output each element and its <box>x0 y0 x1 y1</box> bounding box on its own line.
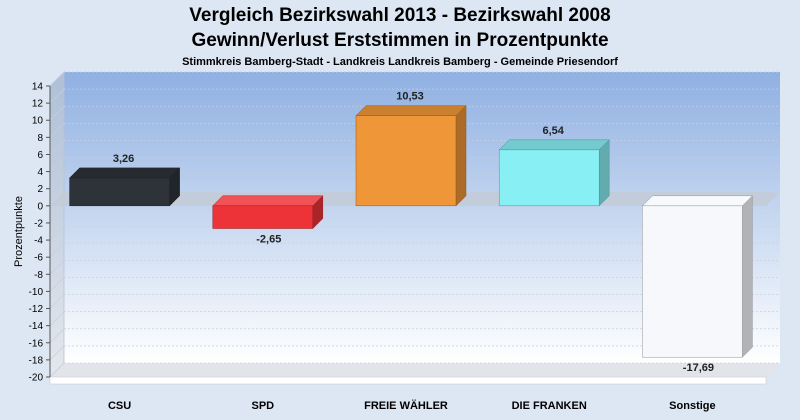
gridline-side <box>49 208 65 224</box>
gridline-side <box>49 260 65 275</box>
x-tick-label: Sonstige <box>669 400 715 412</box>
y-tick-label: -20 <box>29 373 44 384</box>
y-tick-label: 8 <box>37 133 43 144</box>
gridline-side <box>49 140 65 155</box>
y-tick-label: -10 <box>29 287 44 298</box>
x-tick-label: CSU <box>108 400 131 412</box>
gridline-side <box>49 328 65 344</box>
y-tick-label: 6 <box>37 150 43 161</box>
data-label: 6,54 <box>542 125 564 137</box>
bar-spd <box>212 195 324 230</box>
y-tick-label: 0 <box>37 201 43 212</box>
plot-floor <box>50 363 780 377</box>
gridline-side <box>49 157 65 172</box>
y-tick-label: -6 <box>34 253 43 264</box>
y-tick-label: -8 <box>34 270 43 281</box>
data-label: -2,65 <box>256 234 281 246</box>
gridline-side <box>49 174 65 189</box>
x-tick-label: SPD <box>251 400 274 412</box>
y-tick-label: 14 <box>32 82 44 93</box>
y-tick-label: 2 <box>37 184 43 195</box>
bar-die-franken <box>498 139 610 207</box>
data-label: 3,26 <box>113 153 134 165</box>
chart-subtitle: Stimmkreis Bamberg-Stadt - Landkreis Lan… <box>182 56 618 68</box>
gridline-side <box>49 277 65 292</box>
gridline-side <box>49 225 65 241</box>
gridline-side <box>49 71 65 87</box>
y-tick-label: -4 <box>34 236 43 247</box>
y-tick-label: -12 <box>29 304 44 315</box>
chart-title-2: Gewinn/Verlust Erststimmen in Prozentpun… <box>191 30 609 51</box>
data-label: -17,69 <box>683 362 714 374</box>
gridline-side <box>49 123 65 138</box>
y-axis-label: Prozentpunkte <box>13 196 25 267</box>
y-tick-label: 10 <box>32 116 44 127</box>
gridline-side <box>49 345 65 361</box>
gridline-side <box>49 362 65 378</box>
gridline-side <box>49 294 65 309</box>
bar-sonstige <box>641 195 754 358</box>
plot-floor-edge <box>49 376 767 385</box>
y-tick-label: -14 <box>29 321 44 332</box>
gridline-side <box>49 88 65 104</box>
data-label: 10,53 <box>396 91 424 103</box>
x-tick-label: DIE FRANKEN <box>512 400 587 412</box>
gridline-side <box>49 105 65 121</box>
bar-csu <box>68 167 181 207</box>
y-tick-label: -16 <box>29 338 44 349</box>
gridline-side <box>49 242 65 258</box>
y-tick-label: -2 <box>34 218 43 229</box>
y-tick-label: 12 <box>32 99 44 110</box>
y-tick-label: 4 <box>37 167 43 178</box>
gridline-side <box>49 311 65 326</box>
x-tick-label: FREIE WÄHLER <box>364 399 448 412</box>
chart-titles: Vergleich Bezirkswahl 2013 - Bezirkswahl… <box>0 3 800 71</box>
bar-freie-w-hler <box>355 105 467 207</box>
chart-title: Vergleich Bezirkswahl 2013 - Bezirkswahl… <box>189 5 611 26</box>
y-tick-label: -18 <box>29 355 44 366</box>
